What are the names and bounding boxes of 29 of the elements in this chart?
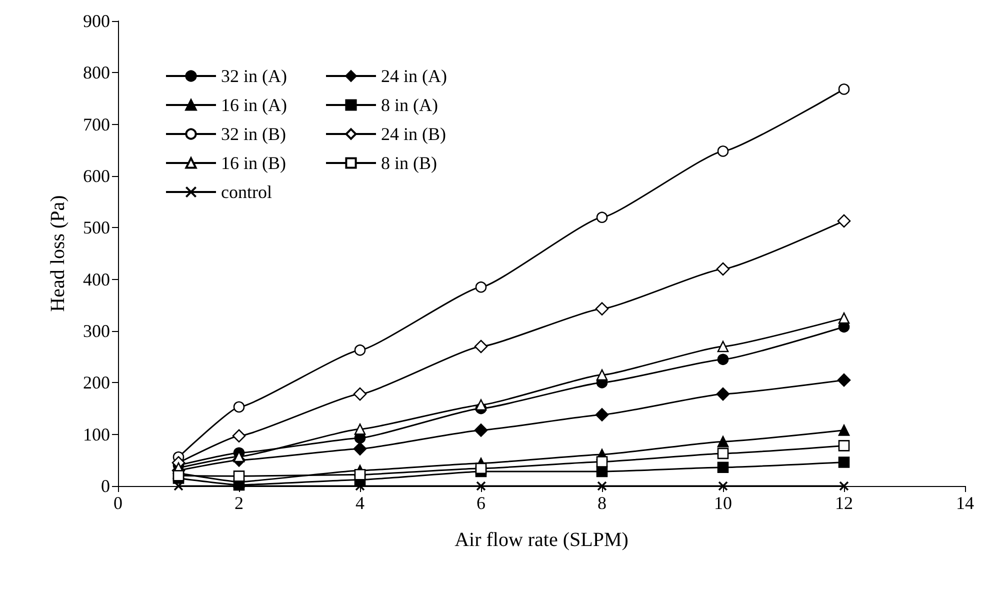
- legend-label: 32 in (B): [221, 124, 286, 144]
- x-tick-label: 2: [234, 493, 244, 513]
- y-tick-label: 400: [83, 269, 110, 290]
- x-axis-title: Air flow rate (SLPM): [454, 529, 628, 551]
- y-tick-label: 100: [83, 424, 110, 444]
- legend-label: 16 in (A): [221, 95, 287, 115]
- y-axis-title: Head loss (Pa): [47, 195, 69, 312]
- legend-label: 32 in (A): [221, 66, 287, 86]
- legend-label: 24 in (B): [381, 124, 446, 144]
- y-tick-label: 200: [83, 372, 110, 393]
- y-tick-label: 800: [83, 62, 110, 83]
- x-tick-label: 4: [356, 493, 364, 513]
- legend-label: 16 in (B): [221, 153, 286, 173]
- y-tick-label: 700: [83, 114, 110, 134]
- y-tick-label: 0: [101, 476, 110, 496]
- x-tick-label: 8: [598, 493, 606, 513]
- y-tick-label: 500: [83, 218, 110, 238]
- legend-label: 24 in (A): [381, 66, 447, 86]
- x-tick-label: 10: [714, 493, 732, 513]
- legend-label: 8 in (A): [381, 95, 438, 115]
- x-tick-label: 6: [476, 493, 486, 513]
- y-tick-label: 600: [83, 166, 110, 186]
- y-tick-label: 300: [83, 321, 110, 341]
- legend-label: 8 in (B): [381, 153, 437, 173]
- y-tick-label: 900: [83, 11, 110, 31]
- legend-label: control: [221, 182, 272, 202]
- x-tick-label: 0: [114, 493, 122, 513]
- x-tick-label: 14: [956, 493, 974, 513]
- x-tick-label: 12: [835, 493, 853, 513]
